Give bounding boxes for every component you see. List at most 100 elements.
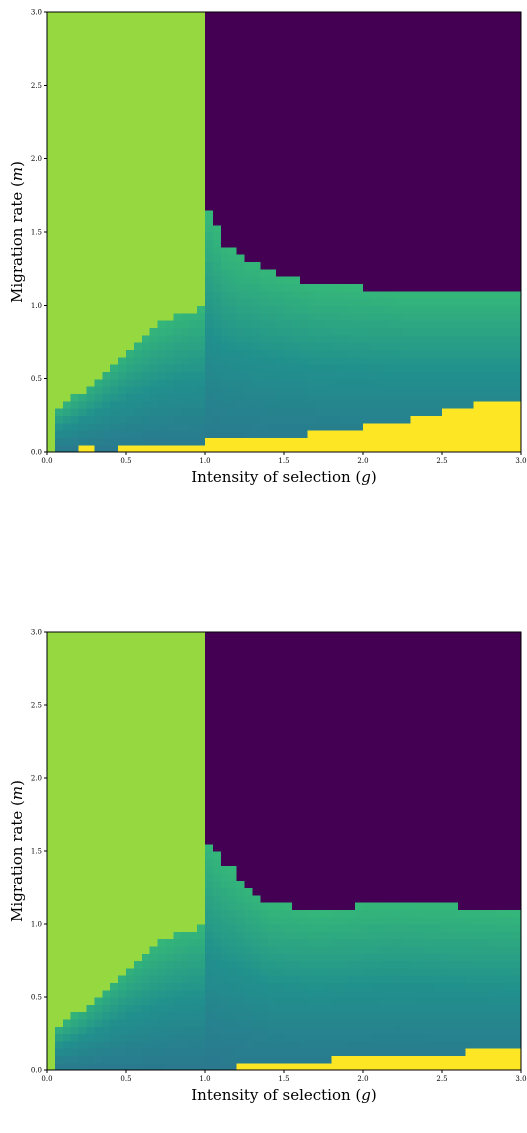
heatmap-cell: [70, 254, 80, 262]
heatmap-cell: [244, 356, 253, 365]
heatmap-cell: [165, 180, 174, 189]
heatmap-cell: [149, 924, 159, 932]
heatmap-cell: [47, 78, 56, 86]
heatmap-cell: [110, 763, 119, 772]
heatmap-cell: [315, 56, 325, 64]
heatmap-cell: [126, 144, 135, 152]
heatmap-cell: [62, 1033, 72, 1042]
heatmap-cell: [110, 19, 119, 28]
heatmap-cell: [205, 982, 214, 991]
heatmap-cell: [70, 712, 80, 721]
heatmap-cell: [323, 166, 332, 174]
heatmap-cell: [197, 872, 206, 881]
heatmap-cell: [307, 56, 317, 64]
heatmap-cell: [54, 408, 64, 416]
heatmap-cell: [157, 836, 167, 845]
heatmap-cell: [434, 166, 443, 174]
heatmap-cell: [315, 173, 325, 182]
heatmap-cell: [363, 173, 372, 182]
heatmap-cell: [331, 254, 340, 262]
heatmap-cell: [323, 180, 332, 189]
heatmap-cell: [133, 92, 143, 101]
heatmap-cell: [252, 327, 261, 336]
heatmap-cell: [157, 902, 167, 910]
heatmap-cell: [189, 92, 198, 101]
heatmap-cell: [299, 400, 309, 409]
heatmap-cell: [141, 430, 151, 438]
heatmap-cell: [252, 400, 261, 409]
heatmap-cell: [220, 63, 230, 72]
heatmap-cell: [165, 931, 174, 940]
heatmap-cell: [268, 92, 277, 101]
heatmap-cell: [291, 173, 301, 182]
heatmap-cell: [141, 697, 151, 706]
heatmap-cell: [505, 305, 514, 314]
heatmap-cell: [244, 312, 253, 321]
heatmap-cell: [481, 239, 490, 248]
heatmap-cell: [212, 894, 222, 903]
heatmap-cell: [418, 334, 427, 343]
heatmap-cell: [47, 653, 56, 662]
heatmap-cell: [386, 437, 396, 446]
heatmap-cell: [47, 1033, 56, 1042]
heatmap-cell: [118, 298, 127, 306]
heatmap-cell: [141, 41, 151, 50]
heatmap-cell: [386, 356, 396, 365]
heatmap-cell: [252, 320, 261, 328]
heatmap-cell: [497, 393, 506, 402]
heatmap-cell: [110, 422, 119, 431]
heatmap-cell: [410, 327, 419, 336]
heatmap-cell: [149, 349, 159, 358]
heatmap-cell: [102, 675, 111, 684]
heatmap-cell: [473, 34, 483, 42]
heatmap-cell: [442, 56, 451, 64]
heatmap-cell: [386, 107, 396, 116]
heatmap-cell: [62, 290, 72, 299]
heatmap-cell: [386, 173, 396, 182]
heatmap-cell: [386, 195, 396, 204]
heatmap-cell: [481, 56, 490, 64]
heatmap-cell: [363, 202, 372, 211]
heatmap-cell: [205, 690, 214, 699]
heatmap-cell: [133, 85, 143, 94]
heatmap-cell: [70, 719, 80, 728]
heatmap-cell: [252, 26, 261, 35]
heatmap-cell: [197, 290, 206, 299]
heatmap-cell: [189, 756, 198, 764]
heatmap-cell: [94, 393, 103, 402]
heatmap-cell: [489, 210, 498, 218]
heatmap-cell: [426, 129, 435, 138]
heatmap-cell: [126, 945, 135, 954]
heatmap-cell: [62, 1048, 72, 1056]
heatmap-cell: [418, 12, 427, 20]
heatmap-cell: [181, 1033, 190, 1042]
heatmap-cell: [299, 188, 309, 196]
heatmap-cell: [291, 400, 301, 409]
heatmap-cell: [70, 290, 80, 299]
heatmap-cell: [110, 305, 119, 314]
heatmap-cell: [473, 408, 483, 416]
heatmap-cell: [489, 78, 498, 86]
heatmap-cell: [110, 158, 119, 167]
heatmap-cell: [133, 437, 143, 446]
heatmap-cell: [370, 422, 380, 431]
heatmap-cell: [173, 254, 182, 262]
heatmap-cell: [497, 48, 506, 57]
heatmap-cell: [141, 1033, 151, 1042]
heatmap-cell: [220, 924, 230, 932]
heatmap-cell: [54, 829, 64, 837]
heatmap-cell: [434, 437, 443, 446]
heatmap-cell: [133, 26, 143, 35]
heatmap-cell: [78, 268, 88, 277]
heatmap-cell: [363, 415, 372, 424]
heatmap-cell: [205, 1048, 214, 1056]
heatmap-cell: [307, 312, 317, 321]
heatmap-cell: [157, 829, 167, 837]
heatmap-cell: [173, 675, 182, 684]
heatmap-cell: [62, 646, 72, 655]
heatmap-cell: [102, 960, 111, 969]
heatmap-cell: [284, 63, 293, 72]
heatmap-cell: [402, 290, 411, 299]
heatmap-cell: [497, 151, 506, 160]
heatmap-cell: [268, 63, 277, 72]
